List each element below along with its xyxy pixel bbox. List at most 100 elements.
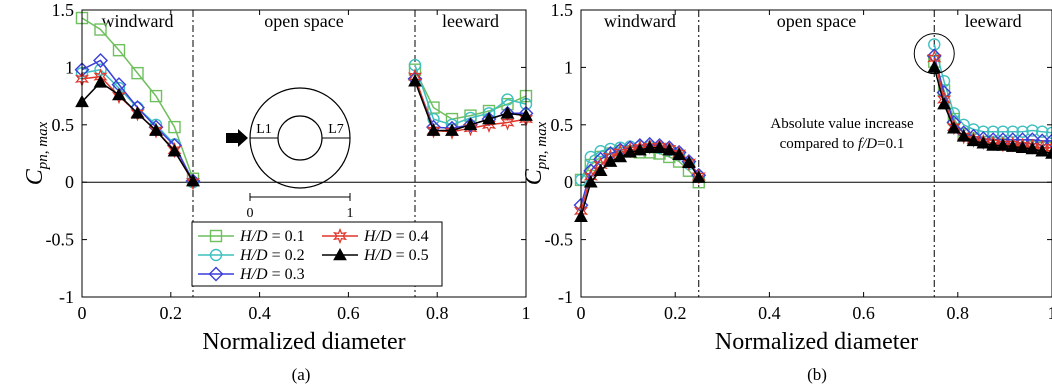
inset-scale-label-0: 0 — [247, 206, 254, 221]
pb-series-4-leeward-point-2 — [947, 121, 961, 134]
pa-series-3-windward-line — [81, 75, 194, 183]
pb-plot-frame — [580, 9, 1052, 298]
pa-y-tick-label-2: 0 — [65, 172, 74, 192]
pa-series-3-leeward-point-5 — [500, 114, 515, 131]
pb-series-1 — [574, 38, 1052, 187]
pa-y-tick-label-5: 1.5 — [52, 0, 75, 20]
panel-b: 0 0.2 0.4 0.6 0.8 1 -1 -0.5 0 0.5 1 1.5 Normalized d… — [521, 0, 1052, 355]
pb-y-tick-label-1: -0.5 — [545, 230, 574, 250]
inset-inner-circle — [277, 115, 323, 161]
pa-series-4-windward-point-6 — [186, 174, 200, 187]
pb-x-tick-label-5: 1 — [1048, 303, 1052, 323]
pb-series-4-windward-point-12 — [691, 170, 706, 183]
pb-region-label-0: windward — [604, 11, 676, 31]
pb-series-4-windward-point-11 — [682, 155, 696, 168]
pb-series-3-windward-point-8 — [652, 138, 667, 155]
pa-y-tick-label-1: -0.5 — [46, 230, 75, 250]
pb-series-1-leeward-point-10 — [1026, 124, 1039, 137]
pb-series-4-windward-point-8 — [652, 140, 667, 154]
pb-series-4-windward-point-4 — [613, 149, 628, 163]
pa-y-tick-label-4: 1 — [65, 57, 74, 77]
annotation: Absolute value increase compared to f/D=0… — [770, 33, 955, 152]
pa-series-4-windward-point-1 — [93, 75, 108, 88]
pb-series-4 — [574, 60, 1052, 222]
pa-series-3-windward-point-5 — [167, 141, 182, 159]
pa-series-1-leeward-point-5 — [501, 93, 514, 106]
inset-label-l7: L7 — [328, 122, 344, 137]
pb-series-4-leeward-point-12 — [1045, 146, 1052, 159]
legend-marker-0 — [209, 229, 223, 243]
pa-series-3-leeward-point-1 — [426, 122, 441, 139]
pb-series-4-windward-point-7 — [642, 140, 657, 154]
inset-scale-label-1: 1 — [347, 206, 354, 221]
pa-series-4-leeward-point-0 — [408, 74, 422, 87]
pa-series-2-leeward-point-3 — [463, 117, 478, 133]
pb-series-3-leeward-point-5 — [976, 133, 991, 151]
pa-x-tick-label-5: 1 — [522, 303, 531, 323]
pb-series-4-leeward-point-1 — [937, 97, 951, 110]
pa-series-2-leeward-point-5 — [499, 105, 515, 121]
pa-series-4-leeward-point-2 — [445, 123, 459, 136]
pb-series-4-leeward-point-6 — [986, 138, 1000, 151]
pb-series-3-leeward-point-2 — [946, 118, 961, 136]
pb-series-4-windward-point-3 — [603, 154, 618, 167]
pb-x-axis-label: Normalized diameter — [715, 329, 918, 355]
pb-series-4-leeward-point-10 — [1025, 141, 1040, 155]
pa-series-3-windward-point-2 — [111, 87, 127, 105]
pb-y-axis-label: Cpn, max — [521, 121, 550, 185]
pb-series-3-leeward-point-4 — [966, 131, 981, 148]
pa-x-tick-label-1: 0.2 — [160, 303, 183, 323]
annotation-line-2: compared to f/D=0.1 — [780, 136, 905, 152]
pa-series-4-leeward-point-4 — [482, 112, 496, 125]
caption-a: (a) — [292, 365, 311, 384]
legend-marker-1 — [209, 248, 223, 262]
pb-y-tick-label-4: 1 — [564, 57, 573, 77]
legend-marker-4 — [333, 247, 347, 261]
pa-series-1-windward-point-1 — [94, 63, 107, 76]
pb-x-tick-label-1: 0.2 — [664, 303, 687, 323]
pb-series-2-leeward-point-12 — [1044, 133, 1052, 149]
pb-x-tick-label-2: 0.4 — [758, 303, 781, 323]
inset-label-l1: L1 — [256, 122, 272, 137]
pa-series-4-windward-point-2 — [112, 87, 126, 101]
pa-x-axis-label: Normalized diameter — [202, 329, 405, 355]
legend-label-4: H/D = 0.5 — [363, 247, 429, 264]
pb-series-4-windward-point-10 — [672, 147, 686, 160]
pb-series-1-leeward-line — [933, 44, 1052, 134]
pa-region-label-2: leeward — [442, 11, 499, 31]
pb-series-3-windward-point-10 — [672, 145, 687, 162]
pa-x-tick-label-2: 0.4 — [248, 303, 271, 323]
pb-series-1-leeward-point-11 — [1036, 125, 1049, 138]
pa-series-0-windward-point-4 — [149, 89, 163, 103]
pb-series-4-leeward-point-7 — [996, 138, 1010, 151]
panel-a: 0 0.2 0.4 0.6 0.8 1 -1 -0.5 0 0.5 1 1.5 Normalized d… — [22, 0, 534, 355]
pa-x-tick-label-4: 0.8 — [426, 303, 449, 323]
pa-series-0-windward-point-5 — [168, 120, 181, 134]
pa-series-0-windward-point-3 — [131, 66, 144, 80]
pb-series-4-windward-point-2 — [593, 163, 608, 177]
pa-series-0-leeward-line — [414, 69, 527, 120]
pb-region-label-1: open space — [777, 11, 856, 31]
legend-label-1: H/D = 0.2 — [239, 247, 305, 264]
pb-series-0-leeward-point-1 — [937, 84, 951, 97]
pb-series-4-windward-point-6 — [633, 143, 647, 156]
legend-marker-3 — [332, 227, 348, 245]
pb-series-4-leeward-point-4 — [966, 133, 981, 147]
caption-b: (b) — [807, 365, 827, 384]
pa-series-3-windward-point-4 — [148, 122, 164, 139]
legend-label-2: H/D = 0.3 — [239, 266, 305, 283]
pa-series-4-windward-point-5 — [167, 144, 182, 157]
pa-series-2-windward-point-1 — [93, 53, 109, 69]
legend-marker-2 — [208, 266, 224, 282]
pb-x-tick-label-0: 0 — [577, 303, 586, 323]
legend-box — [191, 221, 443, 287]
pa-series-4-windward-point-4 — [149, 123, 163, 136]
pb-series-4-leeward-point-5 — [976, 136, 991, 149]
pa-series-0 — [75, 11, 533, 185]
pa-x-tick-label-3: 0.6 — [337, 303, 360, 323]
pa-series-2-leeward-point-4 — [481, 111, 497, 127]
pb-series-3-windward-point-12 — [691, 168, 706, 185]
pb-series-1-leeward-point-12 — [1045, 126, 1052, 140]
pb-y-tick-label-0: -1 — [558, 287, 573, 307]
pb-y-tick-label-5: 1.5 — [551, 0, 574, 20]
